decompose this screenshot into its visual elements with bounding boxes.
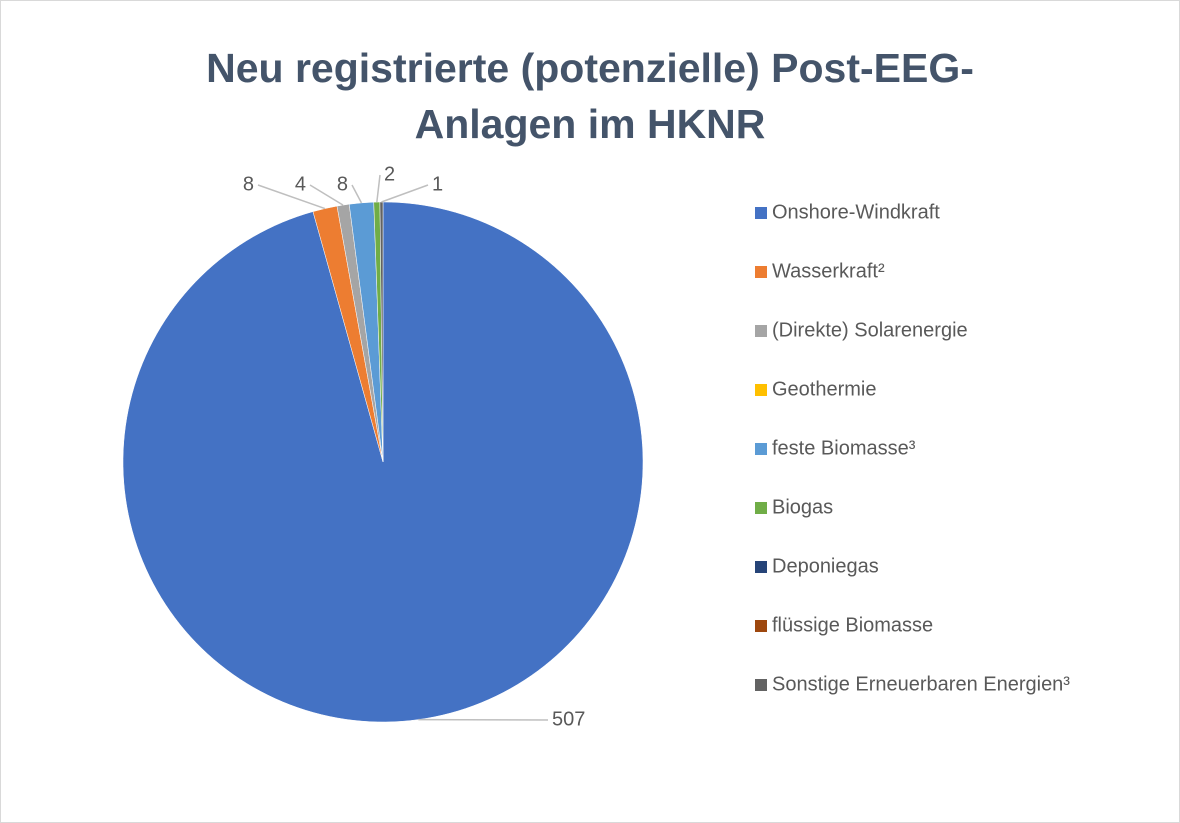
leader-line [309,184,344,206]
legend-label: flüssige Biomasse [772,614,933,636]
data-label: 507 [552,708,585,730]
legend-swatch [755,266,767,278]
legend-label: Biogas [772,496,833,518]
legend-swatch [755,502,767,514]
leader-line [381,184,429,203]
legend-label: feste Biomasse³ [772,437,916,459]
legend-swatch [755,561,767,573]
legend-swatch [755,443,767,455]
data-label: 8 [337,173,348,195]
data-label: 2 [384,163,395,185]
legend-swatch [755,384,767,396]
leader-line [257,184,326,210]
legend-label: (Direkte) Solarenergie [772,319,968,341]
data-label: 8 [243,173,254,195]
legend-label: Onshore-Windkraft [772,201,940,223]
legend-label: Wasserkraft² [772,260,885,282]
legend-swatch [755,620,767,632]
legend-swatch [755,679,767,691]
leader-line [351,184,363,204]
legend-swatch [755,207,767,219]
data-label: 1 [432,173,443,195]
data-label: 4 [295,173,306,195]
legend-swatch [755,325,767,337]
legend-label: Geothermie [772,378,877,400]
chart-title: Neu registrierte (potenzielle) Post-EEG-… [206,45,974,147]
legend-label: Sonstige Erneuerbaren Energien³ [772,673,1070,695]
legend-label: Deponiegas [772,555,879,577]
leader-line [376,174,381,203]
